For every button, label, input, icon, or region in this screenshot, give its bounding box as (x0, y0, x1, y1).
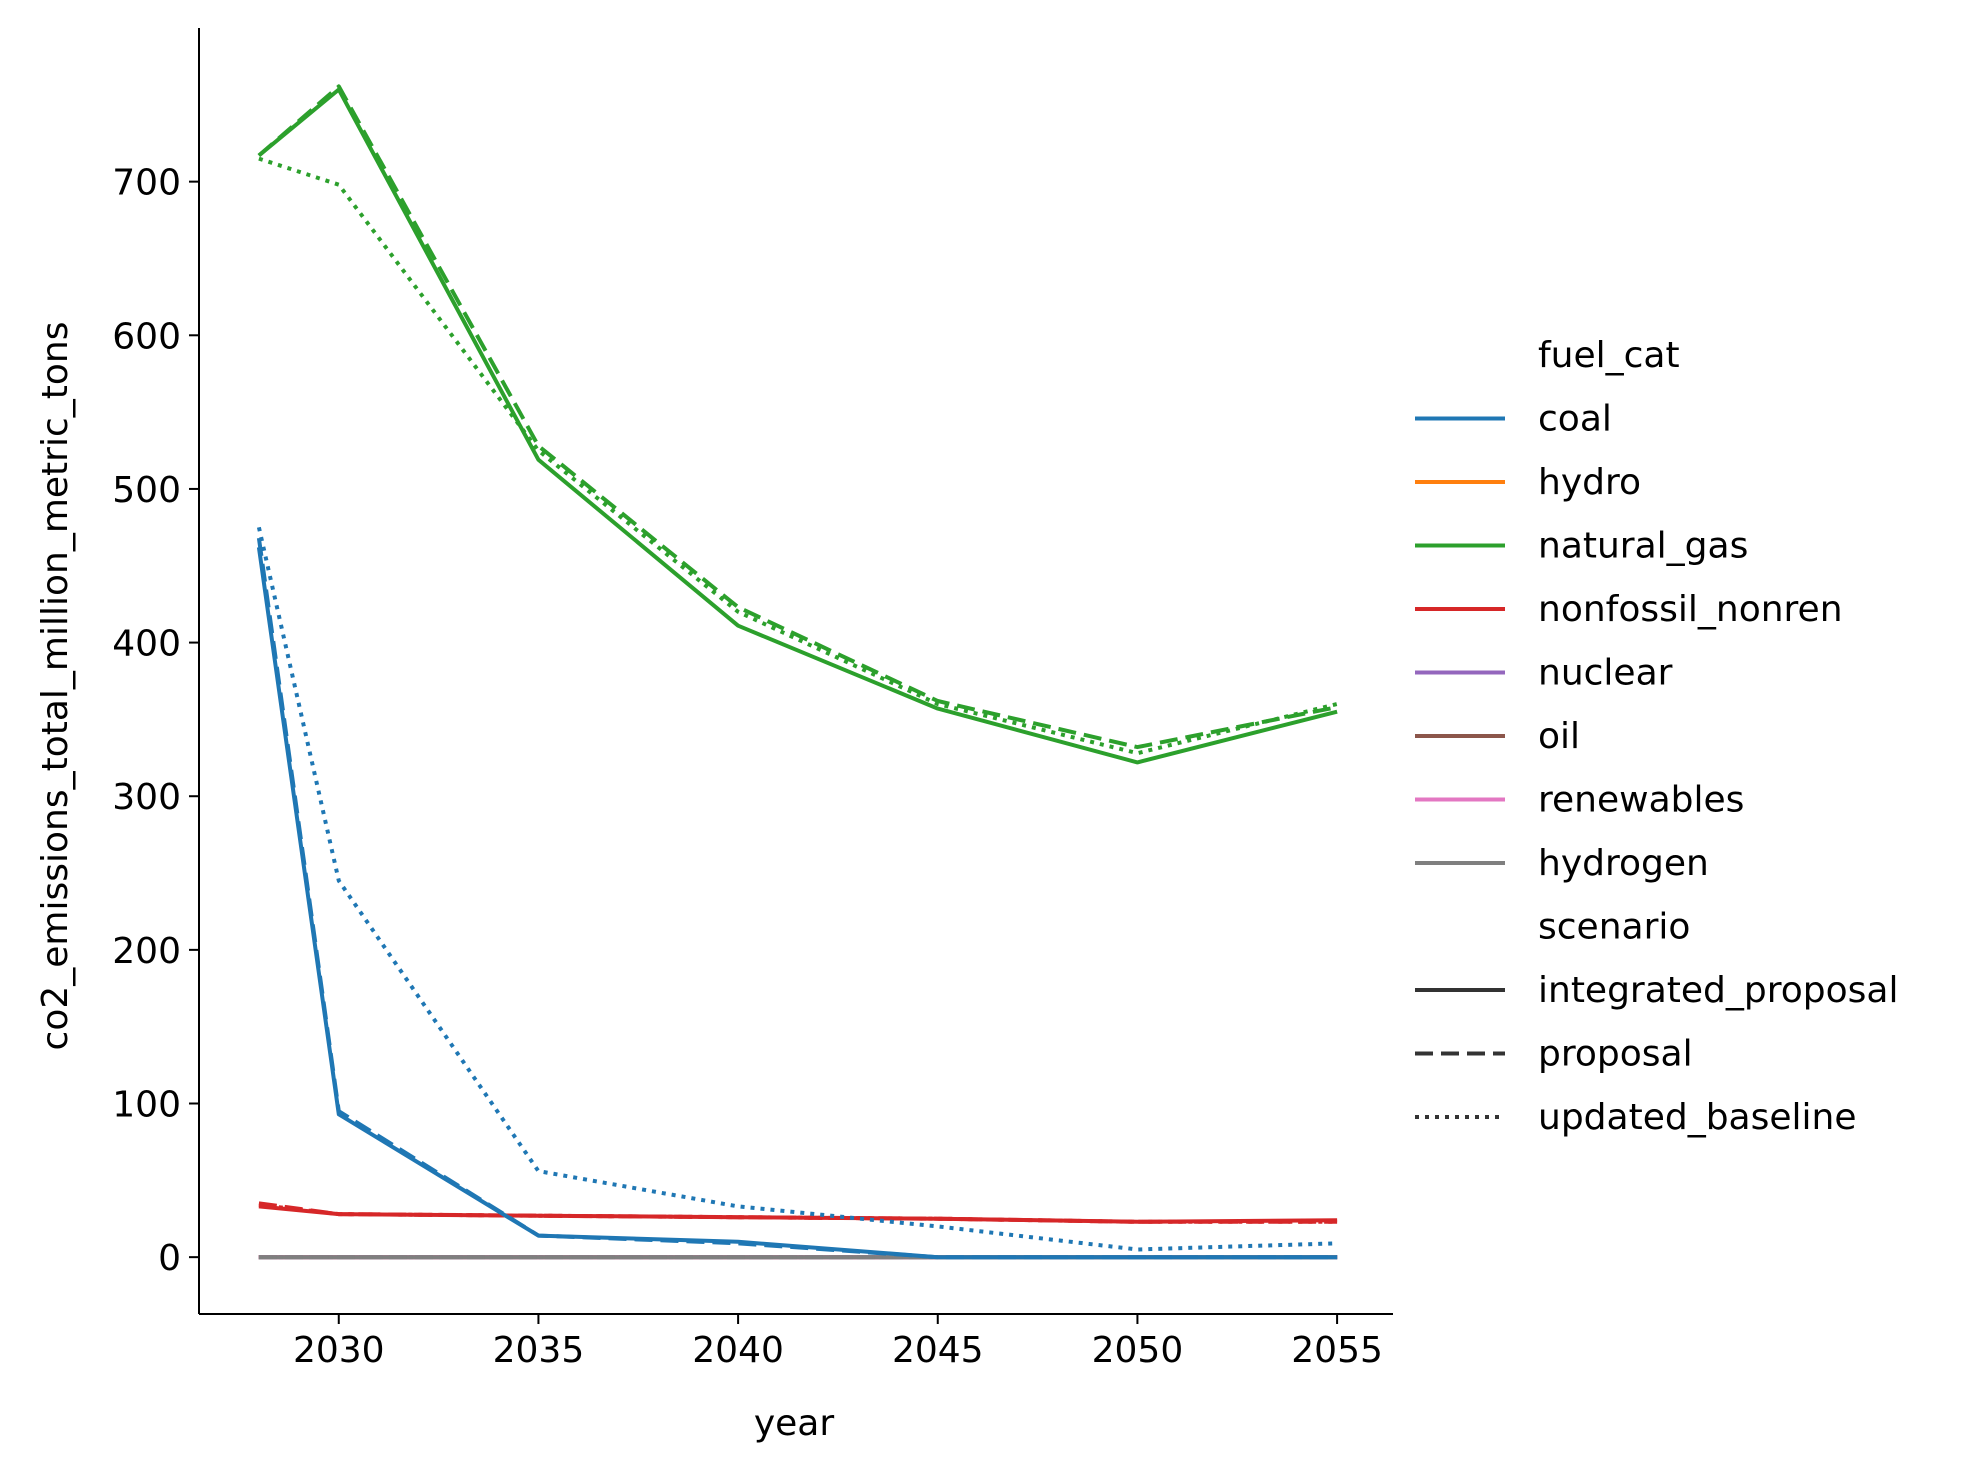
y-tick-label: 600 (112, 316, 181, 357)
legend-label-natural_gas: natural_gas (1538, 526, 1748, 567)
x-axis-title: year (754, 1403, 835, 1444)
series-line-natural_gas-updated_baseline (258, 156, 1338, 756)
y-tick-label: 400 (112, 624, 181, 665)
x-tick-label: 2035 (493, 1330, 585, 1371)
legend-title-fuel-cat: fuel_cat (1538, 335, 1680, 376)
series-line-natural_gas-integrated_proposal (257, 87, 1338, 765)
legend-label-oil: oil (1538, 716, 1580, 757)
y-tick-label: 200 (112, 931, 181, 972)
series-line-coal-integrated_proposal (256, 547, 1338, 1260)
series-line-nonfossil_nonren-integrated_proposal (258, 1204, 1338, 1224)
y-tick-label: 700 (112, 163, 181, 204)
y-axis-ticks: 0 100 200 300 400 500 600 700 (112, 163, 199, 1279)
y-tick-label: 100 (112, 1085, 181, 1126)
legend-label-nonfossil_nonren: nonfossil_nonren (1538, 589, 1843, 630)
x-tick-label: 2050 (1092, 1330, 1184, 1371)
legend-label-proposal: proposal (1538, 1034, 1693, 1075)
x-tick-label: 2030 (293, 1330, 385, 1371)
y-tick-label: 500 (112, 470, 181, 511)
legend-label-hydro: hydro (1538, 462, 1641, 503)
legend-label-nuclear: nuclear (1538, 653, 1673, 694)
y-tick-label: 0 (158, 1238, 181, 1279)
y-axis-title: co2_emissions_total_million_metric_tons (35, 322, 76, 1051)
series-line-natural_gas-proposal (257, 84, 1338, 750)
series-line-coal-proposal (256, 537, 1338, 1260)
legend-label-coal: coal (1538, 399, 1612, 440)
legend-label-renewables: renewables (1538, 780, 1744, 821)
x-tick-label: 2045 (892, 1330, 984, 1371)
x-tick-label: 2040 (692, 1330, 784, 1371)
x-axis-ticks: 2030 2035 2040 2045 2050 2055 (293, 1314, 1383, 1371)
series-lines (256, 84, 1338, 1260)
axes (198, 28, 1393, 1315)
legend-label-integrated_proposal: integrated_proposal (1538, 970, 1899, 1011)
legend-title-scenario: scenario (1538, 907, 1690, 948)
y-tick-label: 300 (112, 777, 181, 818)
legend-label-updated_baseline: updated_baseline (1538, 1097, 1856, 1138)
legend-label-hydrogen: hydrogen (1538, 843, 1709, 884)
series-line-coal-updated_baseline (256, 526, 1338, 1252)
x-tick-label: 2055 (1291, 1330, 1383, 1371)
